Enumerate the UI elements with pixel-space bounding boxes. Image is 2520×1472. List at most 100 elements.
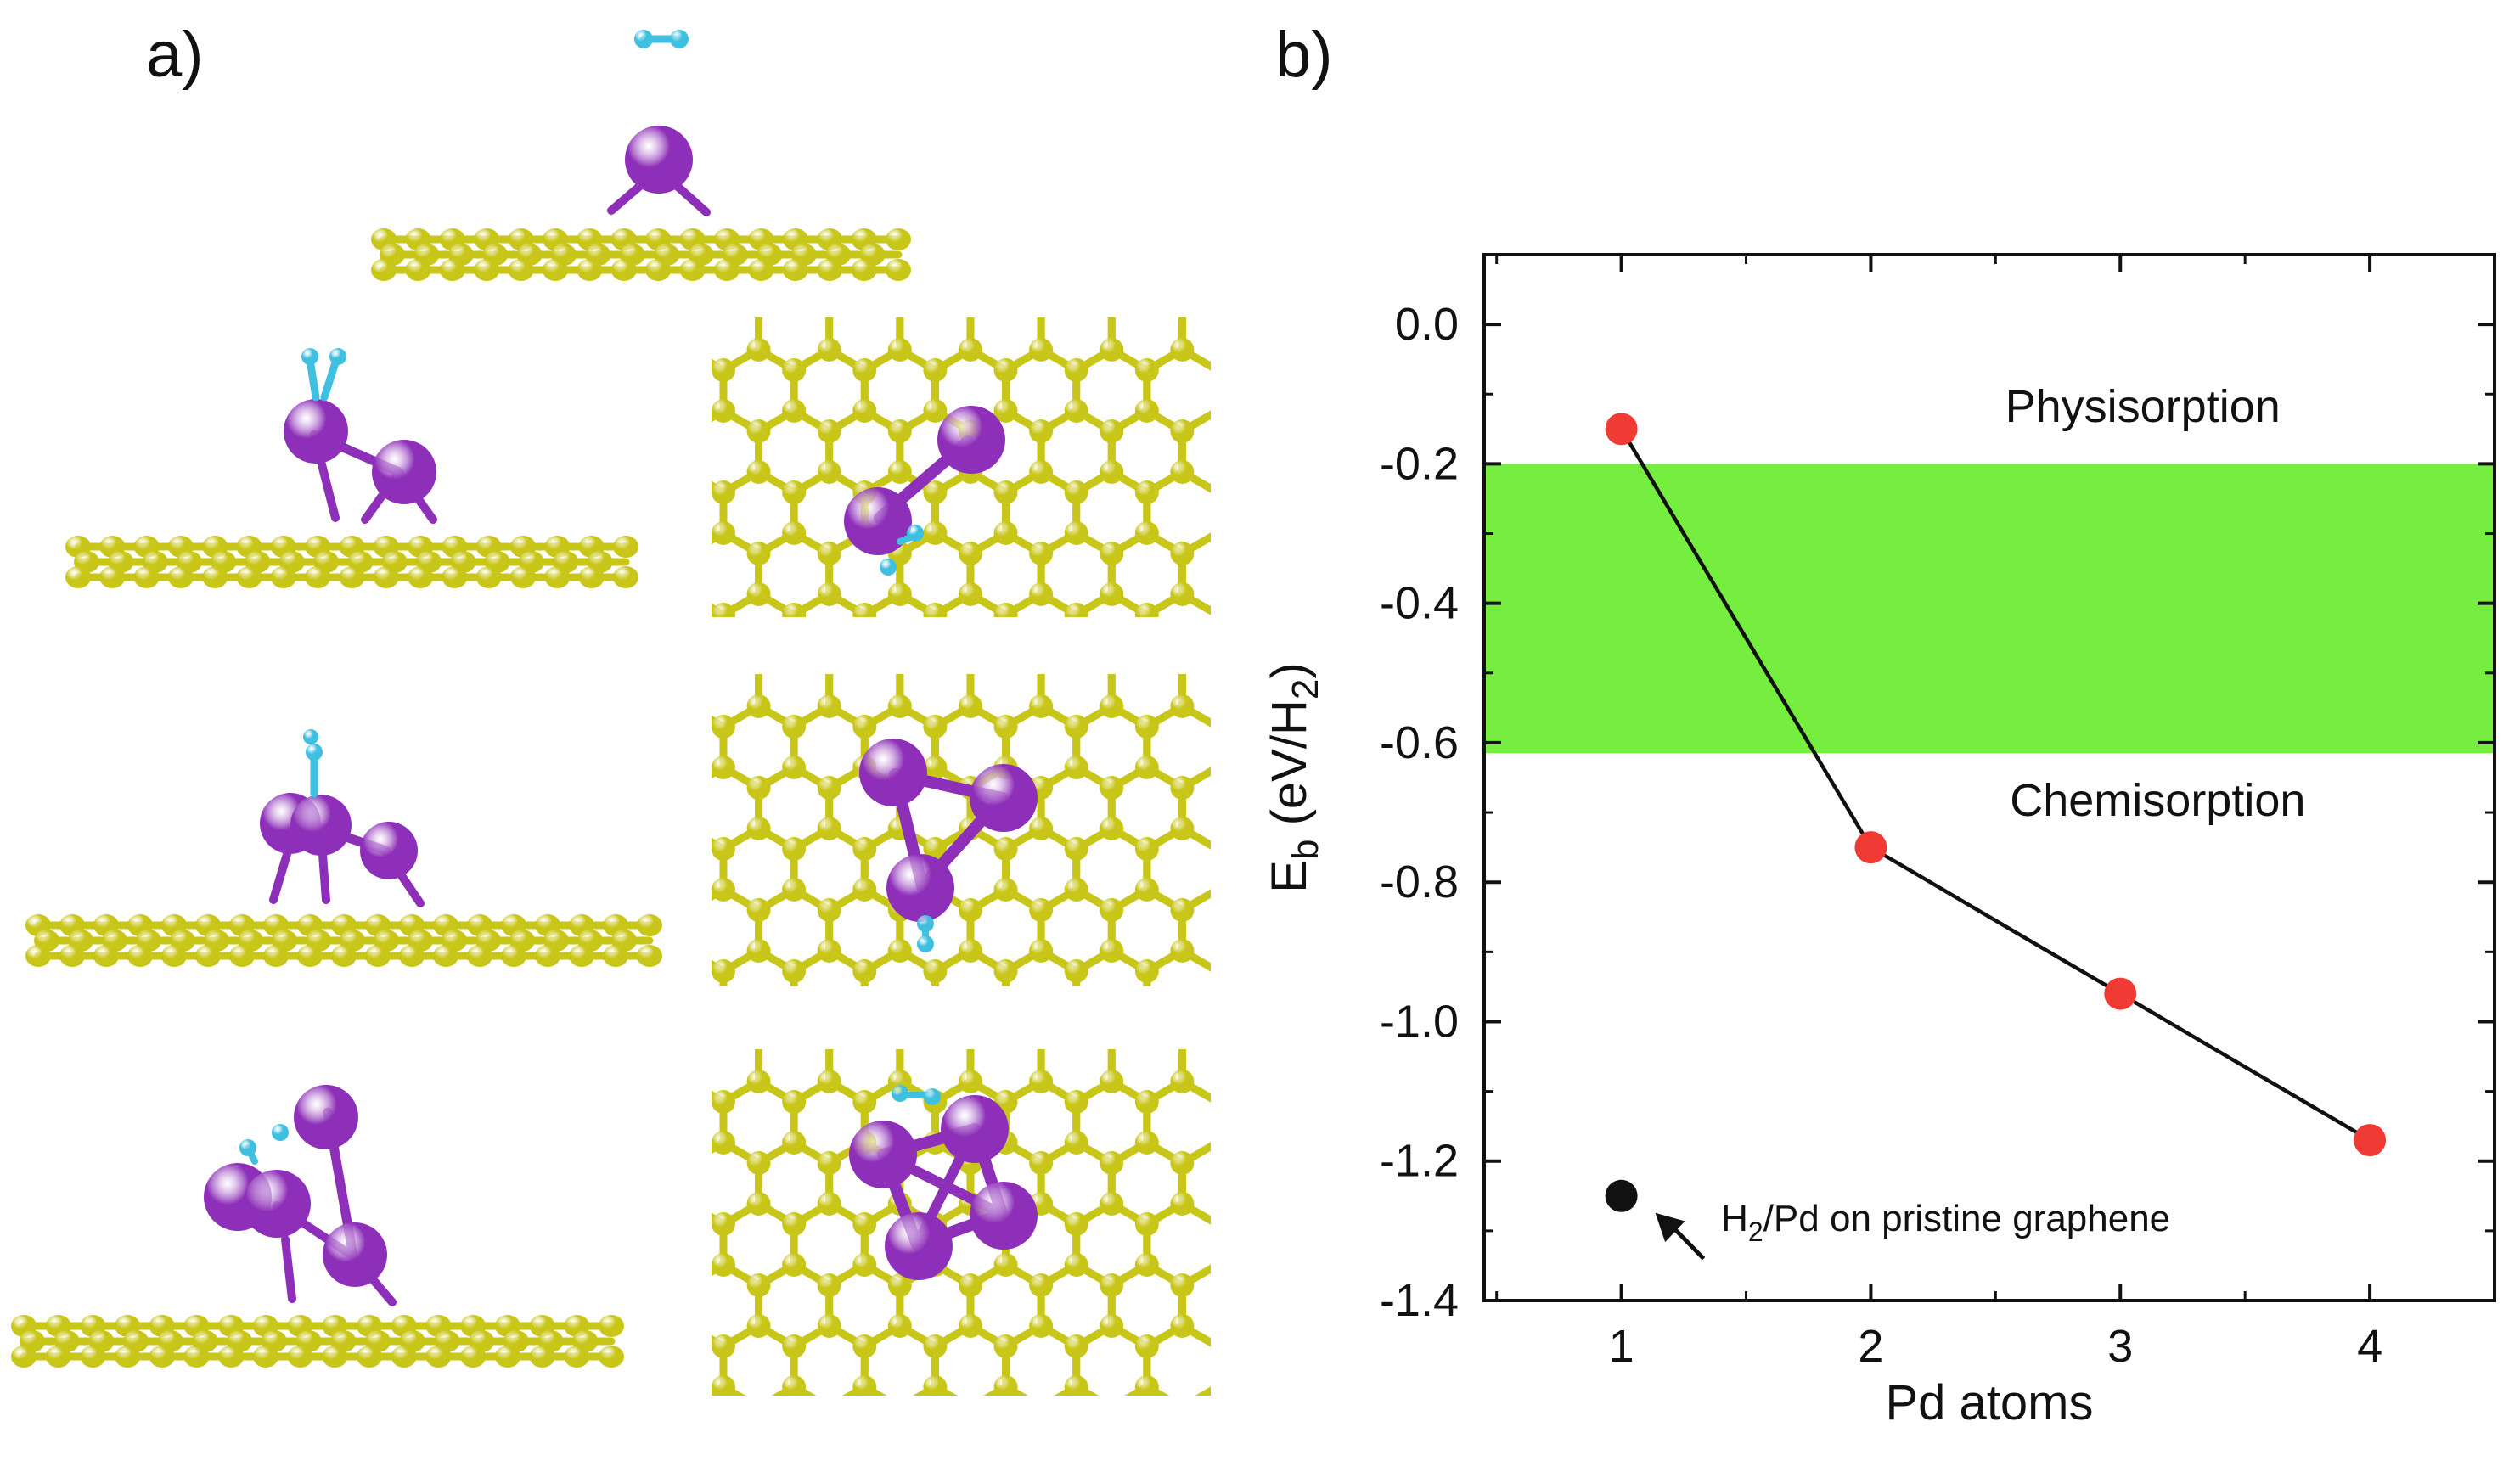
carbon-bond [653, 584, 689, 604]
carbon-bond [1006, 645, 1042, 666]
carbon-atom [993, 837, 1018, 861]
carbon-atom [958, 939, 982, 963]
carbon-atom [993, 1253, 1018, 1277]
carbon-atom [1064, 1375, 1088, 1396]
carbon-bond [1218, 951, 1253, 971]
carbon-atom [923, 521, 948, 545]
carbon-atom [887, 460, 912, 484]
carbon-bond [759, 655, 795, 676]
carbon-atom [958, 338, 982, 362]
carbon-atom [25, 945, 51, 967]
carbon-bond [1218, 1020, 1253, 1041]
carbon-bond [1288, 533, 1324, 553]
carbon-bond [723, 645, 759, 666]
carbon-bond [864, 1012, 900, 1032]
carbon-atom [1064, 756, 1088, 779]
carbon-atom [322, 1346, 348, 1368]
carbon-atom [613, 536, 638, 558]
y-title-sub-2: 2 [1285, 679, 1326, 699]
carbon-atom [1100, 898, 1124, 922]
carbon-atom [887, 1273, 912, 1297]
carbon-atom [1170, 939, 1195, 963]
palladium-atom [849, 1121, 917, 1188]
y-title-sub-b: b [1285, 840, 1326, 860]
carbon-bond [1324, 584, 1359, 604]
carbon-bond [653, 829, 689, 849]
carbon-atom [510, 566, 537, 588]
carbon-bond [1288, 411, 1324, 431]
carbon-atom [1134, 603, 1159, 617]
carbon-bond [1218, 829, 1253, 849]
carbon-bond [970, 1012, 1006, 1032]
carbon-bond [617, 767, 653, 788]
carbon-atom [1064, 1131, 1088, 1155]
carbon-atom [993, 399, 1018, 423]
carbon-bond [1041, 228, 1077, 248]
palladium-atom [625, 126, 693, 194]
carbon-atom [923, 480, 948, 504]
carbon-atom [993, 603, 1018, 617]
palladium-atom [970, 1182, 1038, 1250]
carbon-atom [569, 945, 594, 967]
carbon-bond [1041, 1012, 1077, 1032]
carbon-atom [287, 1346, 313, 1368]
carbon-bond [794, 1012, 830, 1032]
carbon-bond [653, 350, 689, 370]
carbon-bond [759, 1448, 795, 1469]
carbon-bond [1324, 1012, 1359, 1032]
carbon-bond [1077, 1012, 1112, 1032]
carbon-bond [1253, 1020, 1289, 1041]
palladium-atom [372, 440, 436, 504]
carbon-atom [852, 399, 877, 423]
carbon-atom [958, 542, 982, 565]
carbon-atom [93, 945, 119, 967]
carbon-bond [1324, 1020, 1359, 1041]
hydrogen-atom [306, 744, 323, 761]
carbon-atom [817, 694, 841, 718]
carbon-atom [1100, 542, 1124, 565]
carbon-bond [1218, 1265, 1253, 1285]
carbon-bond [1288, 411, 1324, 431]
carbon-atom [1170, 582, 1195, 606]
carbon-atom [712, 1334, 735, 1358]
carbon-atom [610, 259, 637, 281]
carbon-atom [958, 898, 982, 922]
carbon-bond [864, 1020, 900, 1041]
carbon-bond [1041, 645, 1077, 666]
carbon-atom [712, 358, 735, 382]
carbon-bond [1253, 350, 1289, 370]
carbon-atom [746, 419, 771, 443]
carbon-atom [852, 959, 877, 983]
carbon-atom [218, 1346, 245, 1368]
carbon-bond [1253, 1387, 1289, 1407]
carbon-bond [1253, 411, 1289, 431]
carbon-atom [391, 1346, 417, 1368]
carbon-atom [1100, 582, 1124, 606]
carbon-bond [617, 706, 653, 727]
hydrogen-atom [272, 1124, 289, 1141]
carbon-bond [1182, 645, 1218, 666]
carbon-bond [970, 1020, 1006, 1041]
carbon-atom [1029, 338, 1054, 362]
series-line [1619, 428, 2371, 1143]
data-point [1605, 1179, 1638, 1212]
carbon-atom [1170, 1314, 1195, 1338]
structure-pd4-top-view [617, 1020, 1359, 1469]
carbon-bond [1253, 289, 1289, 309]
carbon-atom [1170, 898, 1195, 922]
carbon-bond [653, 706, 689, 727]
carbon-atom [817, 776, 841, 800]
carbon-atom [712, 756, 735, 779]
carbon-bond [1288, 1143, 1324, 1163]
carbon-atom [817, 1314, 841, 1338]
hydrogen-atom [239, 1139, 256, 1156]
carbon-bond [1324, 645, 1359, 666]
carbon-bond [617, 1143, 653, 1163]
carbon-atom [887, 1314, 912, 1338]
carbon-bond [759, 289, 795, 309]
carbon-bond [1218, 1082, 1253, 1102]
x-tick-label: 1 [1609, 1321, 1634, 1372]
carbon-bond [653, 411, 689, 431]
carbon-atom [1134, 1253, 1159, 1277]
carbon-bond [1006, 1448, 1042, 1469]
